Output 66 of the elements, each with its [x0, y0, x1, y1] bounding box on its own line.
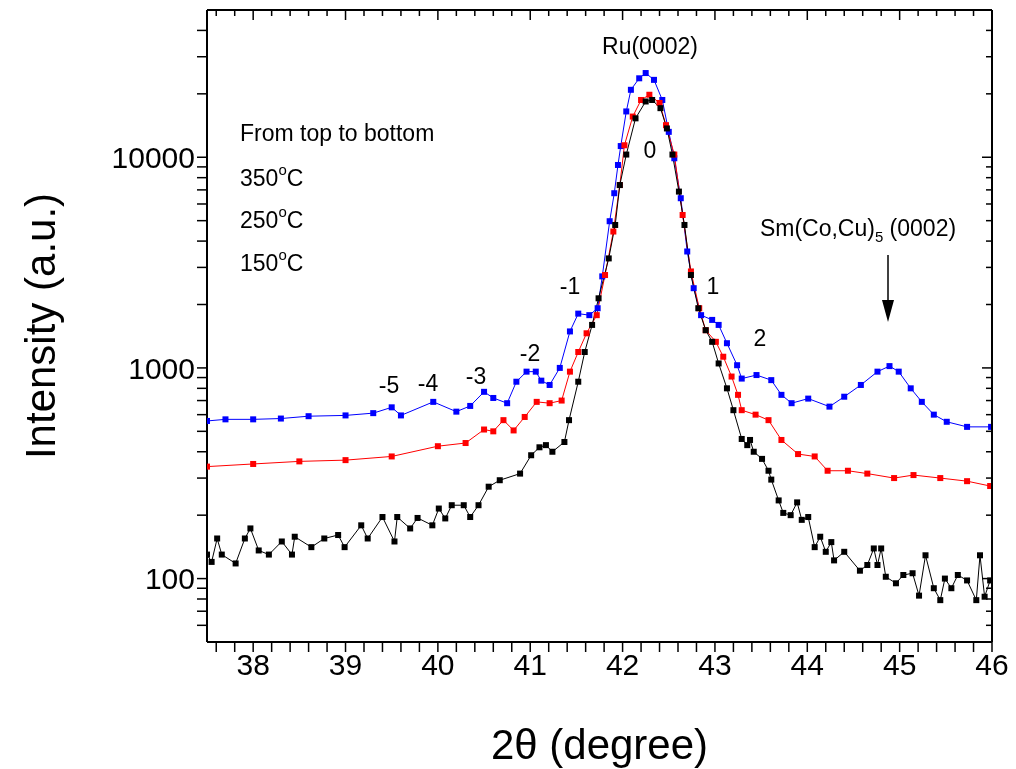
annotation: -3	[465, 363, 487, 390]
point	[342, 457, 349, 464]
annotation: -5	[378, 372, 400, 399]
point	[864, 470, 871, 477]
point	[558, 397, 565, 404]
annotation: -2	[519, 340, 541, 367]
point	[910, 472, 917, 479]
y-tick-label: 100	[144, 562, 195, 596]
x-tick-label: 39	[328, 648, 363, 682]
point	[566, 368, 573, 375]
point	[964, 478, 971, 485]
point	[765, 417, 772, 424]
x-tick-label: 38	[236, 648, 270, 682]
annotation: Ru(0002)	[602, 33, 698, 60]
point	[250, 460, 257, 467]
x-tick-label: 40	[421, 648, 455, 682]
point	[434, 443, 441, 450]
point	[720, 353, 727, 360]
point	[510, 427, 517, 434]
x-tick-label: 46	[975, 648, 1009, 682]
point	[738, 407, 745, 414]
x-tick-label: 42	[605, 648, 640, 682]
x-tick-label: 43	[698, 648, 732, 682]
point	[937, 475, 944, 482]
point	[795, 451, 802, 458]
point	[296, 458, 303, 465]
point	[679, 211, 686, 218]
annotation: -4	[417, 370, 439, 397]
point	[646, 91, 653, 98]
x-axis-title: 2θ (degree)	[490, 721, 709, 768]
annotation: 250$^{o}$C	[240, 203, 304, 234]
point	[462, 440, 469, 447]
point	[481, 426, 488, 433]
annotation: 1	[706, 273, 720, 300]
point	[521, 413, 528, 420]
x-tick-label: 44	[790, 648, 824, 682]
annotation: -1	[559, 273, 581, 300]
annotation: 2	[753, 325, 767, 352]
y-axis-title: Intensity (a.u.)	[16, 192, 64, 460]
y-tick-label: 10000	[111, 140, 195, 174]
point	[735, 391, 742, 398]
annotation: 150$^{o}$C	[240, 246, 304, 277]
point	[388, 453, 395, 460]
point	[500, 417, 507, 424]
point	[824, 467, 831, 474]
annotation: 0	[643, 137, 657, 164]
point	[575, 349, 582, 355]
point	[752, 411, 759, 418]
annotation: Sm(Co,Cu)$_{5}$ (0002)	[759, 215, 957, 246]
point	[490, 428, 497, 435]
x-tick-label: 45	[882, 648, 917, 682]
point	[778, 436, 785, 443]
x-tick-label: 41	[513, 648, 547, 682]
point	[811, 453, 818, 460]
point	[844, 467, 851, 474]
point	[621, 142, 628, 149]
point	[546, 400, 553, 407]
annotation: 350$^{o}$C	[240, 161, 304, 192]
y-tick-label: 1000	[128, 351, 195, 385]
annotation: From top to bottom	[240, 120, 435, 147]
point	[593, 312, 600, 319]
point	[728, 373, 735, 380]
point	[533, 398, 540, 405]
point	[583, 330, 590, 337]
point	[610, 228, 617, 235]
point	[891, 475, 898, 482]
